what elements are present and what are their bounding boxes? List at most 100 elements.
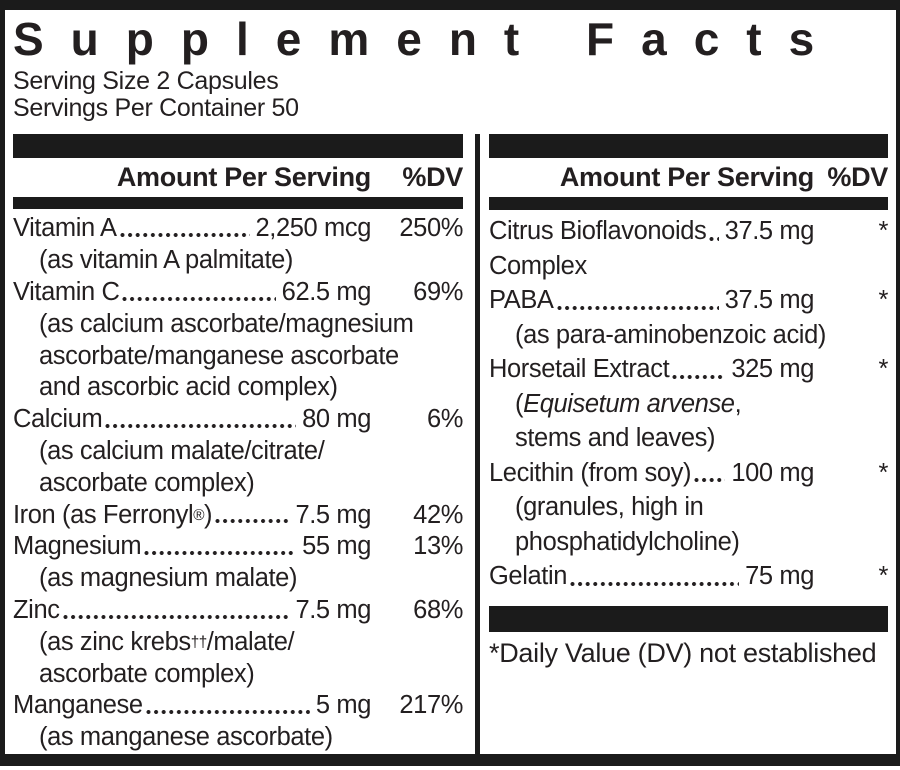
- nutrient-amount: 7.5 mg: [295, 500, 371, 529]
- dv-value: 42%: [413, 500, 463, 529]
- subline-text: (as calcium ascorbate/magnesium: [39, 309, 414, 338]
- nutrient-subline: ascorbate complex): [13, 468, 463, 500]
- nutrient-amount: 5 mg: [315, 691, 371, 720]
- servings-per-container: Servings Per Container 50: [13, 93, 299, 122]
- subline-text: (as calcium malate/citrate/: [39, 437, 325, 466]
- nutrient-amount: 7.5 mg: [295, 596, 371, 625]
- nutrient-name: Magnesium: [13, 532, 142, 561]
- nutrient-name: Gelatin: [489, 562, 567, 590]
- nutrient-name: Vitamin A: [13, 214, 117, 243]
- dv-value: 69%: [413, 278, 463, 307]
- nutrient-subline: (as para-aminobenzoic acid): [489, 318, 888, 353]
- subline-suffix: ,: [734, 389, 742, 418]
- nutrient-name: Iron (as Ferronyl: [13, 500, 194, 529]
- left-column: Amount Per Serving %DV Vitamin A 2,250 mc…: [13, 134, 463, 754]
- right-column: Amount Per Serving %DV Citrus Bioflavono…: [489, 134, 888, 754]
- dv-value: 68%: [413, 596, 463, 625]
- nutrient-name: Lecithin (from soy): [489, 458, 692, 487]
- amount-per-serving-header: Amount Per Serving: [116, 161, 371, 192]
- dv-header: %DV: [827, 162, 888, 192]
- dot-leader: [556, 303, 719, 312]
- dv-value: *: [878, 217, 888, 245]
- nutrient-subline: phosphatidylcholine): [489, 525, 888, 560]
- dot-leader: [145, 708, 310, 717]
- nutrient-subline: (as zinc krebs ††/malate/: [13, 627, 463, 659]
- nutrient-name-suffix: ): [204, 500, 213, 529]
- nutrient-row: Gelatin 75 mg *: [489, 559, 888, 594]
- nutrient-amount: 37.5 mg: [724, 286, 815, 314]
- dot-leader: [105, 422, 297, 431]
- nutrient-subline: (as calcium ascorbate/magnesium: [13, 309, 463, 341]
- nutrient-subline: Complex: [489, 249, 888, 284]
- dv-value: 13%: [413, 532, 463, 561]
- nutrient-row: Manganese 5 mg 217%: [13, 690, 463, 722]
- dot-leader: [62, 612, 290, 621]
- dv-value: 250%: [399, 214, 463, 243]
- nutrient-amount: 55 mg: [302, 532, 371, 561]
- nutrient-subline: (as magnesium malate): [13, 563, 463, 595]
- right-column-header: Amount Per Serving %DV: [489, 158, 888, 197]
- footnote-bar: [489, 605, 888, 632]
- nutrient-amount: 80 mg: [302, 405, 371, 434]
- nutrient-name: Manganese: [13, 691, 143, 720]
- header-bar-bottom: [489, 197, 888, 210]
- dot-leader: [694, 476, 726, 484]
- subline-text: (as vitamin A palmitate): [39, 246, 294, 275]
- nutrient-subline: (as calcium malate/citrate/: [13, 436, 463, 468]
- subline-prefix: (: [515, 389, 524, 418]
- nutrient-amount: 62.5 mg: [281, 278, 372, 307]
- dv-value: *: [878, 286, 888, 314]
- right-nutrient-rows: Citrus Bioflavonoids 37.5 mg * Complex PABA 3…: [489, 210, 888, 594]
- nutrient-subline: (granules, high in: [489, 490, 888, 525]
- subline-text: ascorbate complex): [39, 468, 255, 497]
- dot-leader: [119, 231, 250, 240]
- subline-text: and ascorbic acid complex): [39, 373, 338, 402]
- subline-text: (as manganese ascorbate): [39, 723, 333, 752]
- header-bar-bottom: [13, 196, 463, 210]
- dv-value: *: [878, 355, 888, 383]
- nutrient-row: Magnesium 55 mg 13%: [13, 531, 463, 563]
- nutrient-subline: and ascorbic acid complex): [13, 372, 463, 404]
- nutrient-subline: ascorbate complex): [13, 659, 463, 691]
- subline-text: stems and leaves): [515, 424, 716, 452]
- facts-columns: Amount Per Serving %DV Vitamin A 2,250 mc…: [13, 134, 888, 754]
- nutrient-amount: 75 mg: [745, 562, 814, 590]
- nutrient-subline: stems and leaves): [489, 421, 888, 456]
- nutrient-row: PABA 37.5 mg *: [489, 283, 888, 318]
- dot-leader: [144, 549, 297, 558]
- nutrient-name: Citrus Bioflavonoids: [489, 217, 707, 245]
- nutrient-subline: ascorbate/manganese ascorbate: [13, 341, 463, 373]
- subline-suffix: /malate/: [206, 627, 295, 656]
- left-nutrient-rows: Vitamin A 2,250 mcg 250% (as vitamin A palm…: [13, 209, 463, 754]
- page-title: Supplement Facts: [13, 13, 842, 65]
- nutrient-name: Calcium: [13, 405, 103, 434]
- dv-value: *: [878, 562, 888, 590]
- dot-leader: [570, 579, 740, 588]
- dot-leader: [709, 234, 719, 243]
- nutrient-subline: (Equisetum arvense,: [489, 387, 888, 422]
- header-bar-top: [13, 134, 463, 158]
- serving-info: Serving Size 2 Capsules Servings Per Con…: [13, 68, 896, 121]
- nutrient-row: Citrus Bioflavonoids 37.5 mg *: [489, 214, 888, 249]
- nutrient-row: Zinc 7.5 mg 68%: [13, 595, 463, 627]
- subline-text: (as para-aminobenzoic acid): [515, 320, 826, 349]
- subline-text: Complex: [489, 251, 587, 280]
- dot-leader: [215, 517, 290, 526]
- subline-prefix: (as zinc krebs: [39, 627, 191, 656]
- subline-text: phosphatidylcholine): [515, 527, 740, 556]
- nutrient-name-superscript: ®: [193, 506, 205, 524]
- dv-value: 6%: [426, 405, 463, 434]
- nutrient-name: Zinc: [13, 596, 60, 625]
- subline-text: (as magnesium malate): [39, 564, 298, 593]
- subline-text: ascorbate/manganese ascorbate: [39, 341, 399, 370]
- nutrient-amount: 325 mg: [731, 355, 814, 383]
- nutrient-row: Iron (as Ferronyl ®) 7.5 mg 42%: [13, 500, 463, 532]
- nutrient-row: Calcium 80 mg 6%: [13, 404, 463, 436]
- botanical-name: Equisetum arvense: [523, 389, 735, 418]
- nutrient-name: PABA: [489, 286, 554, 314]
- amount-per-serving-header: Amount Per Serving: [559, 162, 814, 192]
- nutrient-row: Vitamin C 62.5 mg 69%: [13, 277, 463, 309]
- nutrient-subline: (as manganese ascorbate): [13, 722, 463, 754]
- column-divider: [475, 134, 480, 754]
